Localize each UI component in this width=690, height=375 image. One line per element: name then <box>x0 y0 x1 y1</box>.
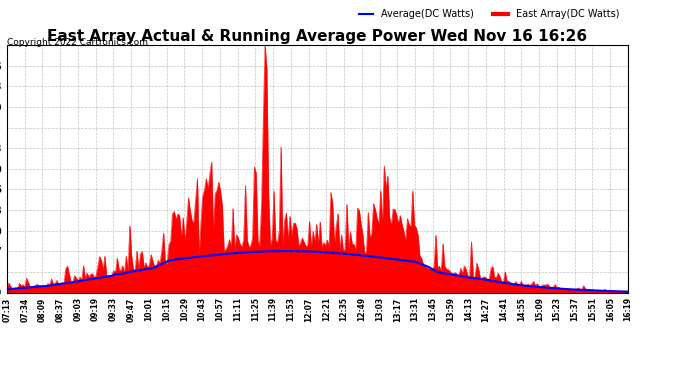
Text: Copyright 2022 Cartronics.com: Copyright 2022 Cartronics.com <box>7 38 148 47</box>
Legend: Average(DC Watts), East Array(DC Watts): Average(DC Watts), East Array(DC Watts) <box>355 5 623 23</box>
Title: East Array Actual & Running Average Power Wed Nov 16 16:26: East Array Actual & Running Average Powe… <box>48 29 587 44</box>
